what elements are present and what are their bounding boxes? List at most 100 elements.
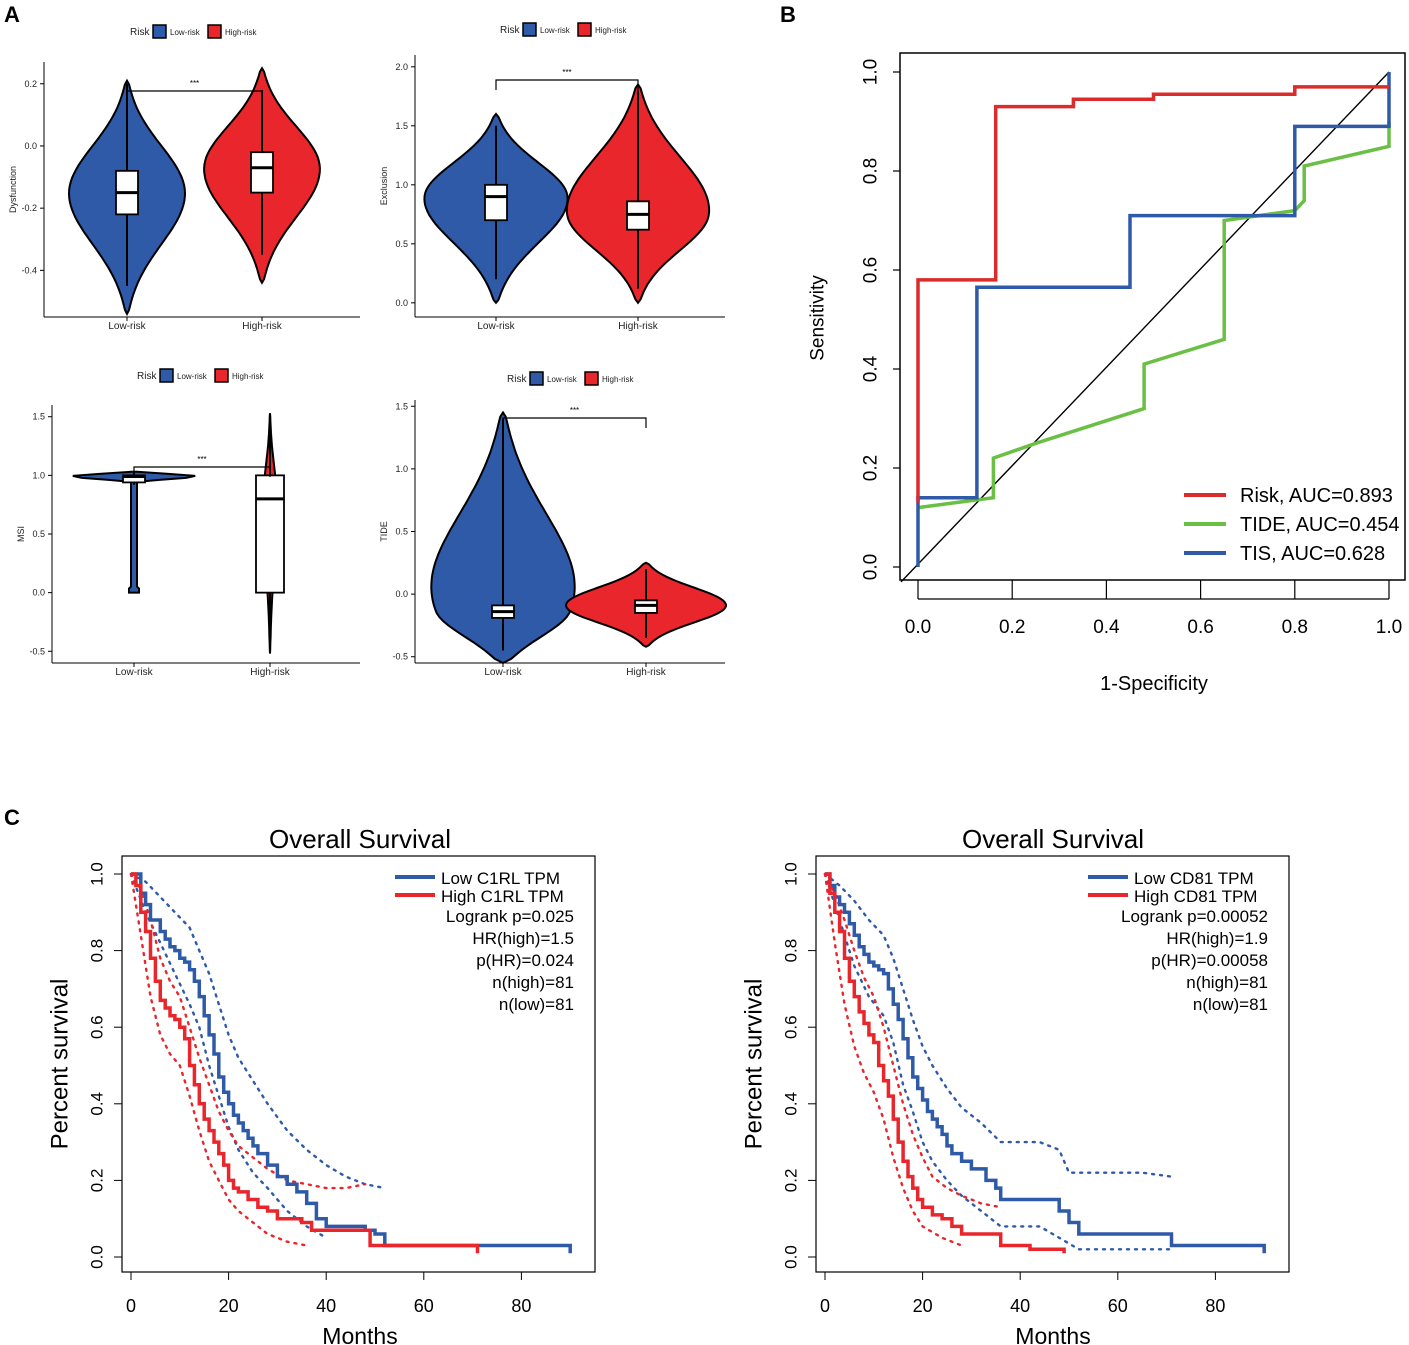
legend-title: Risk: [137, 371, 157, 382]
stat-line: HR(high)=1.9: [1166, 929, 1268, 948]
x-tick-label: 0.8: [1282, 617, 1308, 638]
y-tick-label: 0.0: [782, 1245, 801, 1269]
significance-bracket: [126, 90, 263, 101]
legend-swatch-high: [207, 24, 222, 39]
significance-label: ***: [190, 79, 199, 88]
violin-dysfunction-group: 0.2 0.0 -0.2 -0.4 Dysfunction Low-risk High-ri…: [8, 24, 360, 332]
legend-swatch-low: [159, 368, 174, 383]
x-tick-label: 20: [219, 1296, 239, 1316]
low-risk-violin: [72, 470, 196, 594]
box: [484, 183, 508, 222]
plot-frame: [815, 855, 1290, 1273]
x-tick-label: 1.0: [1376, 617, 1402, 638]
x-tick-label: 60: [414, 1296, 434, 1316]
legend-label-tide: TIDE, AUC=0.454: [1240, 514, 1400, 536]
y-tick-label: 0.5: [395, 527, 408, 537]
ci-upper-high: [129, 872, 367, 1190]
violin-tide-group: 1.5 1.0 0.5 0.0 -0.5 TIDE Low-risk High-risk Ris…: [379, 371, 728, 678]
legend-swatch-high: [584, 371, 599, 386]
x-tick-label: High-risk: [626, 667, 666, 678]
legend-entry-high: High-risk: [595, 26, 628, 35]
x-tick-label: High-risk: [242, 321, 282, 332]
y-tick-label: 0.5: [395, 239, 408, 249]
roc-line-tis: [916, 72, 1391, 567]
y-tick-label: 0.2: [782, 1169, 801, 1193]
legend-label-low: Low C1RL TPM: [441, 869, 560, 888]
legend-entry-high: High-risk: [225, 28, 258, 37]
x-tick-label: Low-risk: [115, 667, 153, 678]
significance-label: ***: [197, 455, 206, 464]
y-tick-label: 1.0: [395, 180, 408, 190]
stat-line: Logrank p=0.00052: [1121, 907, 1268, 926]
y-tick-label: 1.0: [395, 464, 408, 474]
y-tick-label: -0.2: [21, 203, 37, 213]
y-tick-label: 0.2: [861, 455, 882, 481]
significance-bracket: [502, 417, 647, 428]
x-tick-label: 0.2: [999, 617, 1025, 638]
x-tick-label: 60: [1108, 1296, 1128, 1316]
box: [255, 474, 285, 594]
ci-lower-low: [129, 872, 328, 1239]
legend-swatch-low: [152, 24, 167, 39]
y-tick-label: 0.0: [395, 298, 408, 308]
y-tick-label: 0.8: [782, 939, 801, 963]
x-tick-label: 80: [511, 1296, 531, 1316]
x-tick-label: 0: [126, 1296, 136, 1316]
y-tick-label: 1.5: [395, 121, 408, 131]
y-tick-label: -0.4: [21, 265, 37, 275]
ci-lower-high: [823, 872, 963, 1247]
roc-line-tide: [917, 121, 1391, 510]
chart-title: Overall Survival: [962, 824, 1144, 854]
survival-curve-high: [825, 872, 1066, 1254]
y-tick-label: 1.0: [88, 862, 107, 886]
roc-line-reference: [900, 71, 1390, 583]
y-tick-label: 0.6: [861, 257, 882, 283]
y-tick-label: -0.5: [392, 652, 408, 662]
legend-entry-high: High-risk: [232, 372, 265, 381]
y-tick-label: 0.0: [24, 141, 37, 151]
violin-exclusion-group: 2.0 1.5 1.0 0.5 0.0 Exclusion Low-risk High-ris…: [379, 22, 725, 332]
roc-line-risk: [916, 85, 1389, 503]
y-tick-label: 1.0: [861, 59, 882, 85]
y-tick-label: 1.5: [395, 401, 408, 411]
legend-label-low: Low CD81 TPM: [1134, 869, 1254, 888]
y-axis-label: Sensitivity: [808, 275, 829, 361]
y-axis-label: MSI: [16, 526, 26, 542]
legend-entry-high: High-risk: [602, 375, 635, 384]
x-axis-label: Months: [322, 1323, 397, 1345]
y-tick-label: 0.6: [782, 1015, 801, 1039]
y-tick-label: 2.0: [395, 62, 408, 72]
significance-label: ***: [562, 68, 571, 77]
legend-swatch-high: [214, 368, 229, 383]
plot-frame: [121, 855, 596, 1273]
x-tick-label: 20: [913, 1296, 933, 1316]
significance-label: ***: [570, 406, 579, 415]
ci-upper-low: [129, 872, 386, 1190]
legend-swatch-low: [522, 22, 537, 37]
x-tick-label: High-risk: [618, 321, 658, 332]
plot-frame: [899, 52, 1406, 581]
ci-lower-low: [823, 872, 1173, 1251]
y-tick-label: 1.0: [782, 862, 801, 886]
legend-entry-low: Low-risk: [540, 26, 571, 35]
ci-upper-high: [823, 872, 1002, 1209]
legend-swatch-high: [577, 22, 592, 37]
legend-label-risk: Risk, AUC=0.893: [1240, 485, 1393, 507]
x-tick-label: Low-risk: [477, 321, 515, 332]
stat-line: p(HR)=0.00058: [1151, 951, 1268, 970]
violin-msi-group: 1.5 1.0 0.5 0.0 -0.5 MSI Low-risk High-risk Risk…: [16, 368, 360, 678]
significance-bracket: [133, 466, 271, 477]
legend-entry-low: Low-risk: [170, 28, 201, 37]
survival-curve-low: [825, 872, 1266, 1254]
x-tick-label: Low-risk: [108, 321, 146, 332]
charts-layer: 0.2 0.0 -0.2 -0.4 Dysfunction Low-risk High-ri…: [8, 22, 1406, 1345]
x-tick-label: 0.4: [1093, 617, 1120, 638]
significance-bracket: [495, 79, 639, 90]
km-c1rl-group: Overall Survival 0.0 0.2 0.4 0.6 0.8 1.0 Percen…: [47, 824, 596, 1345]
legend-title: Risk: [130, 27, 150, 38]
legend-label-high: High CD81 TPM: [1134, 887, 1257, 906]
y-tick-label: 0.8: [861, 158, 882, 184]
y-tick-label: 0.4: [861, 355, 882, 382]
legend-title: Risk: [507, 374, 527, 385]
